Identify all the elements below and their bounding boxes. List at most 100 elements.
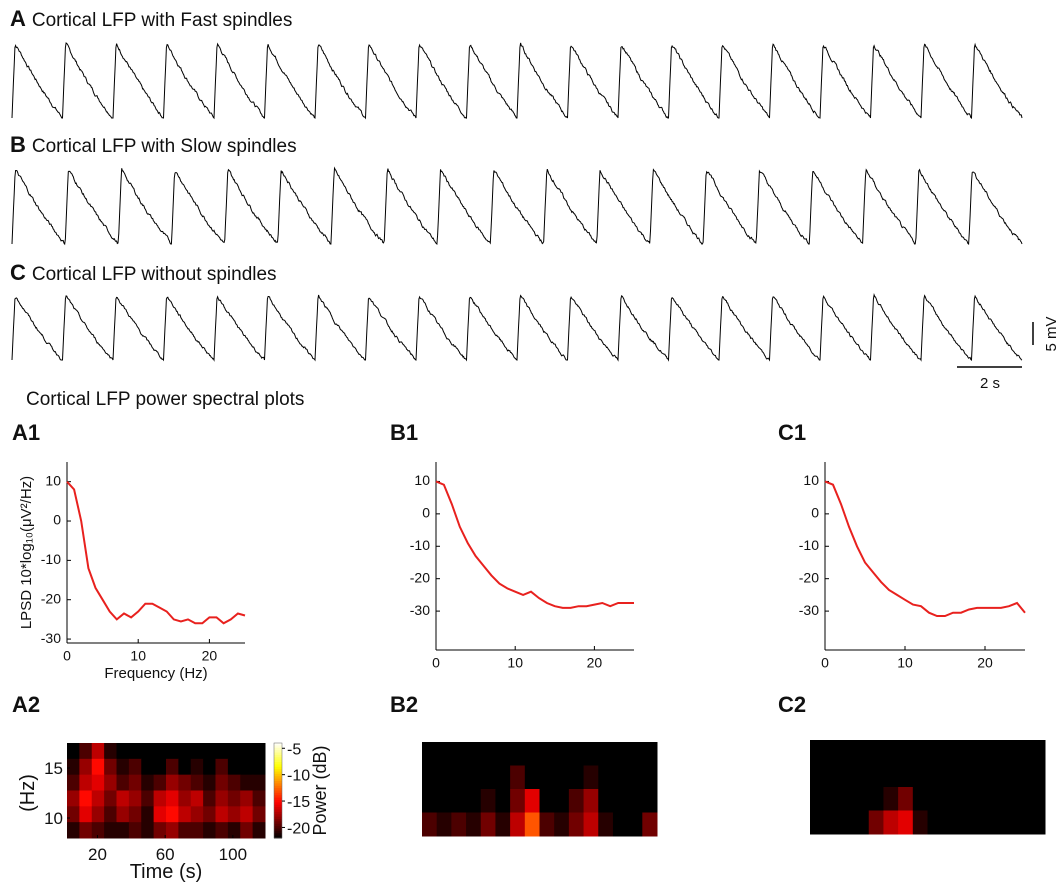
panel-label: B xyxy=(10,132,26,157)
colorbar-swatch xyxy=(274,781,282,784)
heatmap-cell xyxy=(612,812,629,837)
trace-heading: B Cortical LFP with Slow spindles xyxy=(10,132,297,157)
heatmap-cell xyxy=(203,806,216,823)
heatmap-cell xyxy=(627,812,643,837)
heatmap-cell xyxy=(436,765,452,790)
x-tick-label: 20 xyxy=(587,655,603,671)
heatmap-cell xyxy=(190,743,204,760)
heatmap-cell xyxy=(824,740,840,764)
heatmap-cell xyxy=(252,774,266,791)
heatmap-cell xyxy=(141,758,155,776)
trace-heading: A Cortical LFP with Fast spindles xyxy=(10,6,292,31)
heatmap-cell xyxy=(104,743,117,760)
colorbar-tick-label: -10 xyxy=(287,768,310,785)
heatmap-cell xyxy=(1030,810,1046,835)
heatmap-cell xyxy=(898,787,914,811)
heatmap-cell xyxy=(839,810,855,835)
colorbar-swatch xyxy=(274,762,282,765)
heatmap-cell xyxy=(178,743,192,760)
heatmap-cell xyxy=(986,763,1002,788)
colorbar-swatch xyxy=(274,811,282,815)
colorbar-swatch xyxy=(274,788,282,791)
heatmap-cell xyxy=(67,758,80,776)
y-tick-label: -20 xyxy=(41,590,61,606)
heatmap-cell xyxy=(868,740,884,764)
heatmap-cell xyxy=(554,789,570,813)
colorbar-swatch xyxy=(274,783,282,787)
heatmap-cell xyxy=(91,822,105,839)
colorbar-swatch xyxy=(274,754,282,758)
heatmap-cell xyxy=(912,787,928,811)
heatmap-cell xyxy=(227,806,241,823)
colorbar-swatch xyxy=(274,809,282,813)
colorbar-swatch xyxy=(274,745,282,749)
colorbar-swatch xyxy=(274,833,282,837)
heatmap-cell xyxy=(942,810,958,835)
heatmap-cell xyxy=(854,763,870,788)
heatmap-cell xyxy=(554,742,570,766)
heatmap-cell xyxy=(824,810,840,835)
heatmap-cell xyxy=(215,743,229,760)
colorbar-swatch xyxy=(274,769,282,772)
colorbar-swatch xyxy=(274,816,282,820)
heatmap-cell xyxy=(190,822,204,839)
colorbar-swatch xyxy=(274,771,282,775)
heatmap-cell xyxy=(1015,740,1031,764)
heatmap-cell xyxy=(227,774,241,791)
heatmap-cell xyxy=(642,742,658,766)
heatmap-cell xyxy=(883,763,899,788)
heatmap-cell xyxy=(252,790,266,807)
heatmap-cell xyxy=(539,812,555,837)
heatmap-cell xyxy=(67,743,80,760)
heatmap-cell xyxy=(883,810,899,835)
colorbar-swatch xyxy=(274,766,282,770)
heatmap-cell xyxy=(153,790,167,807)
heatmap-cell xyxy=(854,810,870,835)
heatmap-cell xyxy=(451,789,467,813)
heatmap-cell xyxy=(166,806,179,823)
heatmap-cell xyxy=(67,774,80,791)
heatmap-cell xyxy=(942,787,958,811)
heatmap-cell xyxy=(178,790,192,807)
panel-label: B2 xyxy=(390,692,418,717)
heatmap-cell xyxy=(942,740,958,764)
heatmap-cell xyxy=(986,810,1002,835)
heatmap-cell xyxy=(839,763,855,788)
heatmap-cell xyxy=(1000,787,1017,811)
heatmap-cell xyxy=(166,822,179,839)
trace-title: Cortical LFP with Slow spindles xyxy=(32,136,297,157)
heatmap-cell xyxy=(956,787,973,811)
x-tick-label: 60 xyxy=(156,845,175,864)
heatmap-cell xyxy=(583,789,599,813)
heatmap-cell xyxy=(971,740,987,764)
colorbar-swatch xyxy=(274,752,282,756)
heatmap-cell xyxy=(539,742,555,766)
heatmap-cell xyxy=(1030,740,1046,764)
heatmap-cell xyxy=(104,822,117,839)
colorbar-swatch xyxy=(274,802,282,806)
heatmap-cell xyxy=(116,806,130,823)
heatmap-cell xyxy=(598,812,614,837)
heatmap-cell xyxy=(539,765,555,790)
colorbar-swatch xyxy=(274,750,282,753)
heatmap-cell xyxy=(912,810,928,835)
trace-title: Cortical LFP with Fast spindles xyxy=(32,10,292,31)
heatmap-cell xyxy=(79,790,93,807)
heatmap-cell xyxy=(927,787,943,811)
heatmap-cell xyxy=(480,765,496,790)
heatmap-cell xyxy=(166,790,179,807)
heatmap-cell xyxy=(1000,810,1017,835)
heatmap-cell xyxy=(898,740,914,764)
x-tick-label: 10 xyxy=(507,655,523,671)
x-tick-label: 0 xyxy=(63,648,71,664)
heatmap-cell xyxy=(839,787,855,811)
colorbar-swatch xyxy=(274,807,282,810)
heatmap-cell xyxy=(252,758,266,776)
heatmap-cell xyxy=(568,765,585,790)
heatmap-cell xyxy=(153,774,167,791)
heatmap-cell xyxy=(627,742,643,766)
colorbar-swatch xyxy=(274,823,282,827)
heatmap-cell xyxy=(554,765,570,790)
heatmap-cell xyxy=(153,758,167,776)
heatmap-cell xyxy=(190,758,204,776)
